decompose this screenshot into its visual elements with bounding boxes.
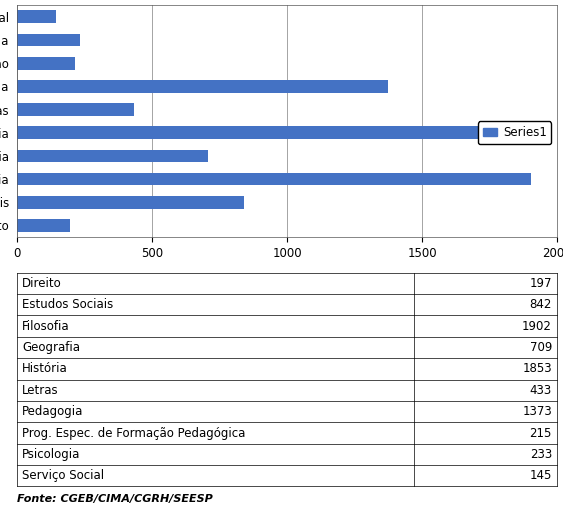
Legend: Series1: Series1	[478, 122, 552, 144]
Text: Geografia: Geografia	[23, 341, 81, 354]
Text: Direito: Direito	[23, 277, 62, 290]
Text: Psicologia: Psicologia	[23, 448, 81, 461]
Bar	[17, 34, 80, 47]
Text: 842: 842	[530, 298, 552, 311]
Text: 1902: 1902	[522, 320, 552, 333]
Bar	[17, 219, 70, 232]
Text: Fonte: CGEB/CIMA/CGRH/SEESP: Fonte: CGEB/CIMA/CGRH/SEESP	[17, 494, 213, 504]
Text: História: História	[23, 363, 68, 375]
Text: Letras: Letras	[23, 384, 59, 397]
Bar	[17, 80, 388, 93]
Text: 215: 215	[530, 427, 552, 440]
Bar	[17, 10, 56, 23]
Bar	[17, 57, 75, 70]
Text: 709: 709	[530, 341, 552, 354]
Text: 1373: 1373	[522, 405, 552, 418]
Text: Estudos Sociais: Estudos Sociais	[23, 298, 114, 311]
Text: 433: 433	[530, 384, 552, 397]
Text: 197: 197	[529, 277, 552, 290]
Text: 145: 145	[530, 470, 552, 482]
Text: Pedagogia: Pedagogia	[23, 405, 84, 418]
Bar	[17, 196, 244, 209]
Bar	[17, 126, 517, 139]
Bar	[17, 173, 531, 185]
Text: Serviço Social: Serviço Social	[23, 470, 104, 482]
Text: Filosofia: Filosofia	[23, 320, 70, 333]
Text: 1853: 1853	[522, 363, 552, 375]
Bar	[17, 149, 208, 162]
Text: Prog. Espec. de Formação Pedagógica: Prog. Espec. de Formação Pedagógica	[23, 427, 245, 440]
Bar	[17, 103, 134, 116]
Text: 233: 233	[530, 448, 552, 461]
